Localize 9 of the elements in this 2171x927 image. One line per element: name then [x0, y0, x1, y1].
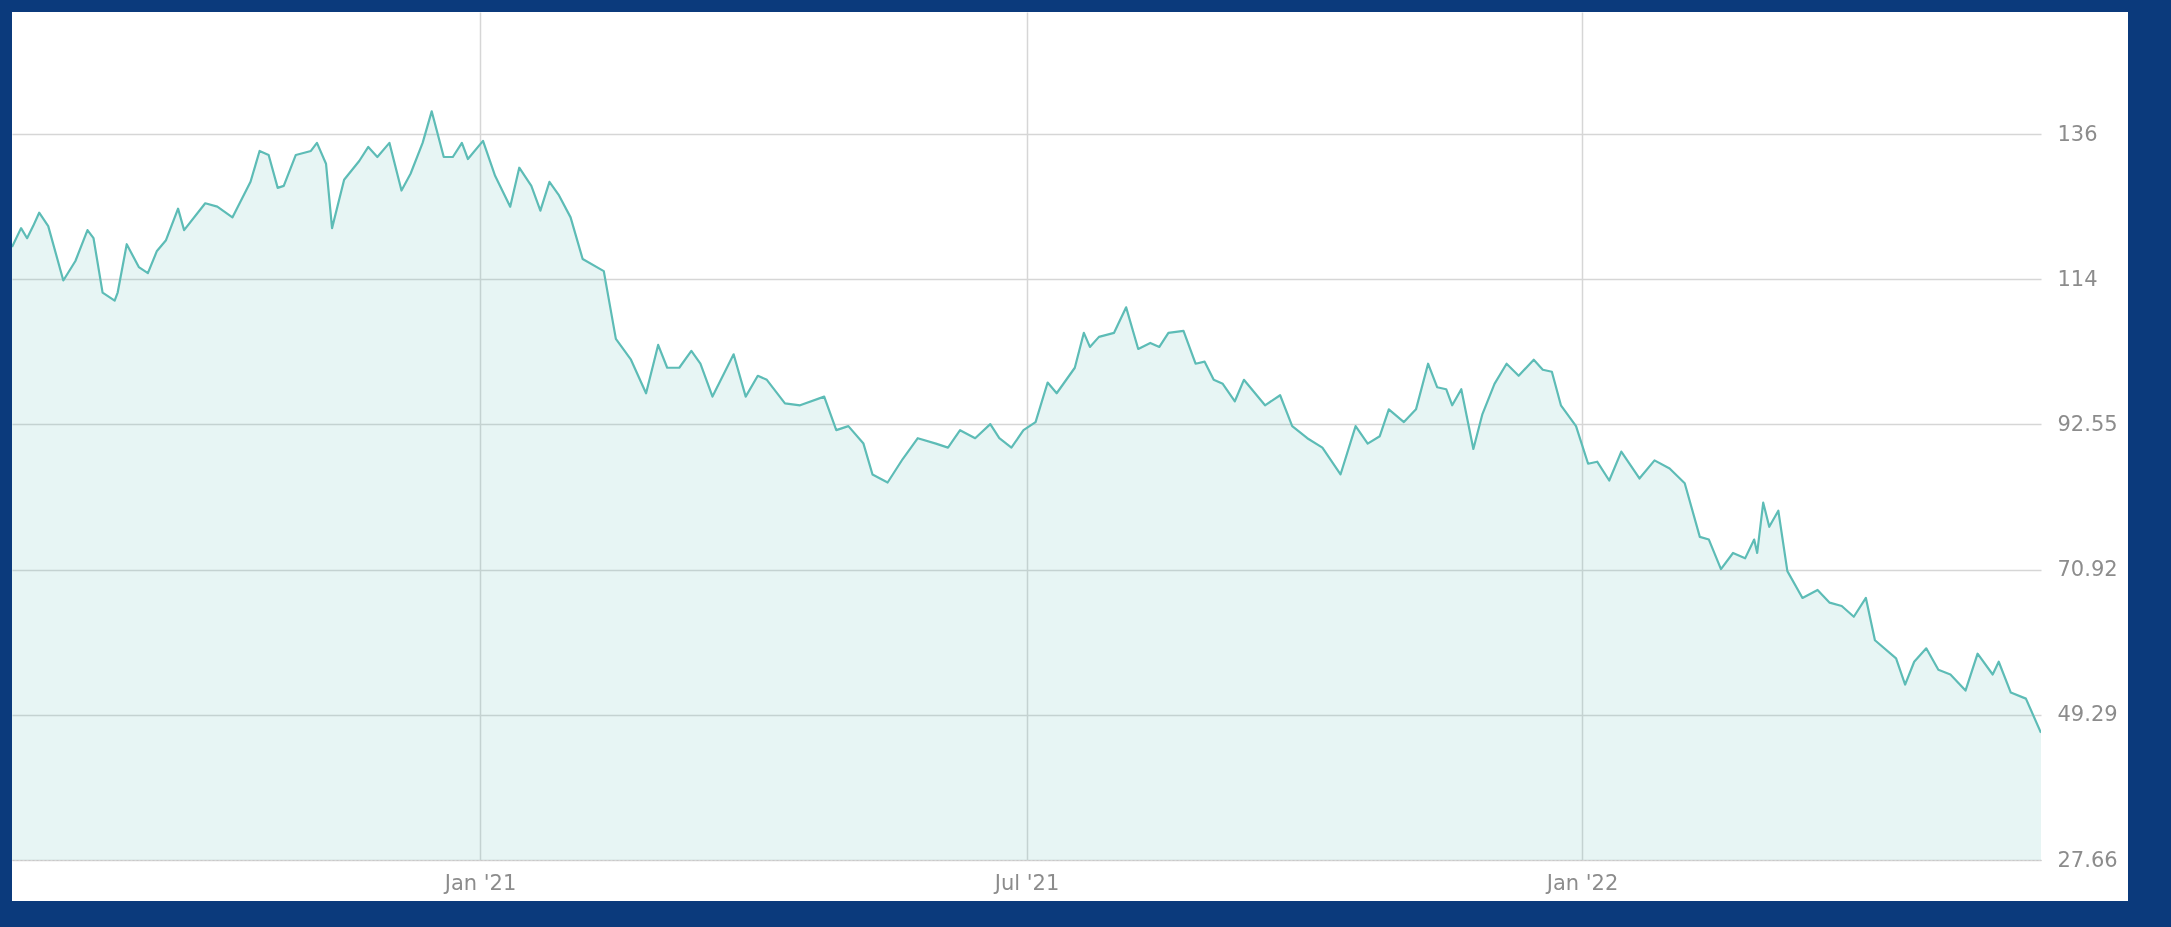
y-tick-label: 70.92 — [2057, 557, 2118, 582]
x-tick-label: Jan '22 — [1544, 870, 1619, 895]
y-tick-label: 27.66 — [2057, 847, 2118, 872]
y-tick-label: 49.29 — [2057, 702, 2118, 727]
x-tick-label: Jan '21 — [442, 870, 517, 895]
y-tick-label: 92.55 — [2057, 411, 2118, 436]
y-tick-label: 114 — [2057, 266, 2098, 291]
y-tick-label: 136 — [2057, 121, 2098, 146]
x-tick-label: Jul '21 — [992, 870, 1060, 895]
